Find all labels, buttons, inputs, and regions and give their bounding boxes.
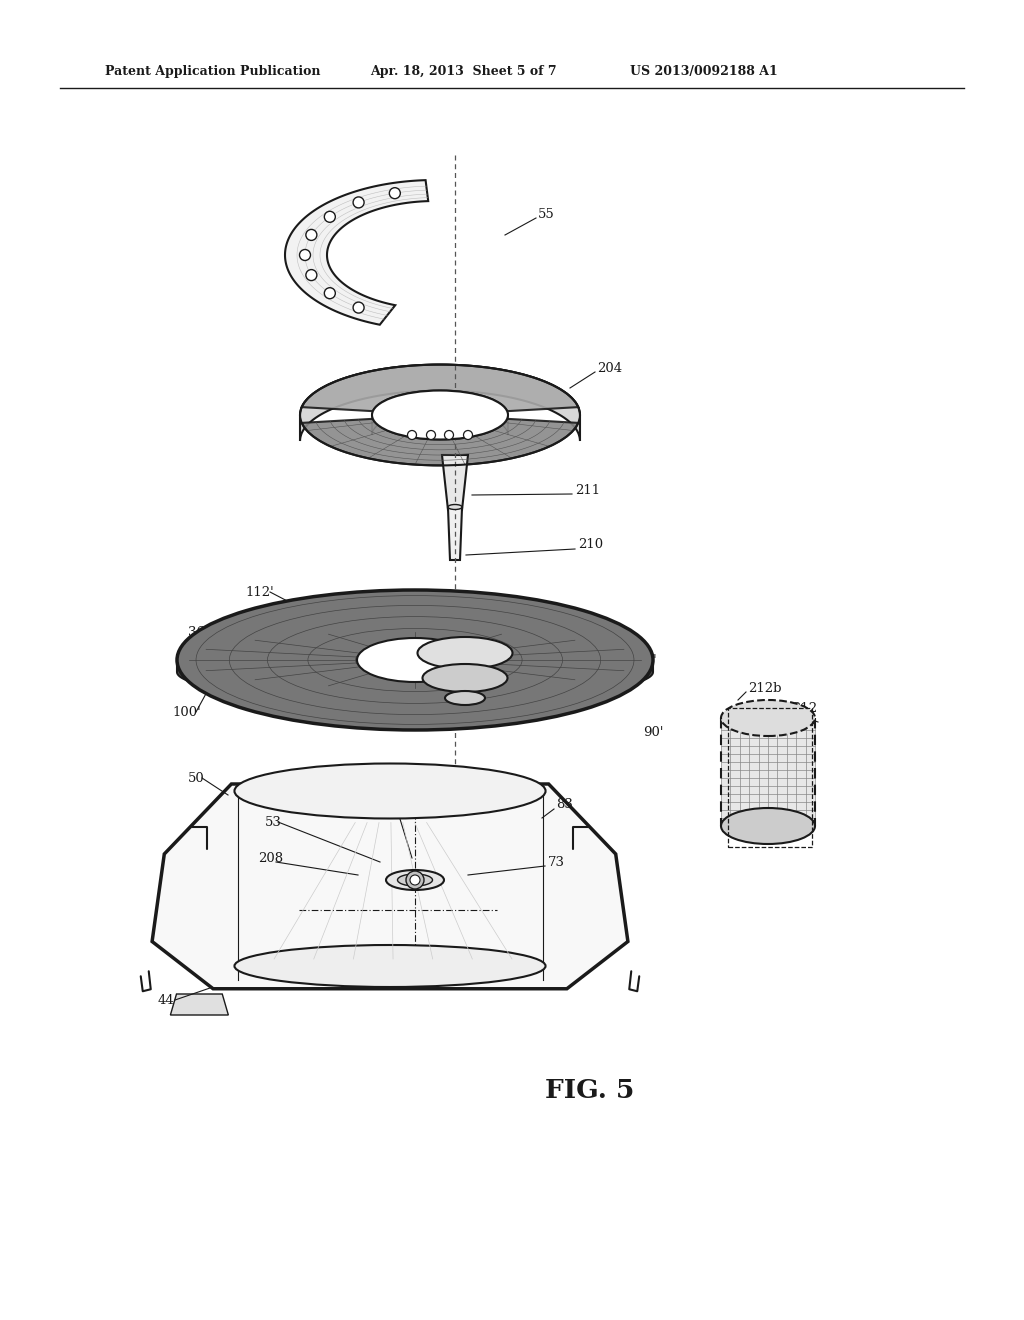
Text: 50: 50 <box>188 771 205 784</box>
Circle shape <box>299 249 310 260</box>
Ellipse shape <box>721 700 815 737</box>
Circle shape <box>306 230 316 240</box>
Text: US 2013/0092188 A1: US 2013/0092188 A1 <box>630 66 778 78</box>
Text: 112': 112' <box>245 586 273 598</box>
Text: 90': 90' <box>643 726 664 738</box>
Polygon shape <box>418 653 512 678</box>
Text: 206: 206 <box>385 796 411 808</box>
Text: 53: 53 <box>265 816 282 829</box>
Circle shape <box>408 430 417 440</box>
Text: FIG. 5: FIG. 5 <box>546 1077 635 1102</box>
Ellipse shape <box>234 763 546 818</box>
Circle shape <box>464 430 472 440</box>
Polygon shape <box>170 994 228 1015</box>
Text: Apr. 18, 2013  Sheet 5 of 7: Apr. 18, 2013 Sheet 5 of 7 <box>370 66 557 78</box>
Polygon shape <box>302 418 579 466</box>
Text: 212: 212 <box>792 701 817 714</box>
Text: 83: 83 <box>556 799 572 812</box>
Polygon shape <box>442 455 468 510</box>
Circle shape <box>406 871 424 888</box>
Polygon shape <box>285 180 428 325</box>
Text: 36': 36' <box>188 626 209 639</box>
Ellipse shape <box>418 638 512 669</box>
Polygon shape <box>153 784 628 989</box>
Text: Patent Application Publication: Patent Application Publication <box>105 66 321 78</box>
Text: 73: 73 <box>548 855 565 869</box>
Circle shape <box>410 875 420 884</box>
Circle shape <box>353 197 365 209</box>
Text: 210: 210 <box>578 539 603 552</box>
Ellipse shape <box>423 664 508 692</box>
Polygon shape <box>302 364 579 411</box>
Text: 100': 100' <box>172 705 201 718</box>
Text: 212a: 212a <box>736 816 769 829</box>
Text: 44: 44 <box>158 994 175 1006</box>
Text: 208: 208 <box>258 851 283 865</box>
Ellipse shape <box>449 504 462 510</box>
Ellipse shape <box>397 874 432 886</box>
Polygon shape <box>721 718 815 826</box>
Circle shape <box>444 430 454 440</box>
Ellipse shape <box>721 808 815 843</box>
Circle shape <box>325 211 335 222</box>
Text: 204: 204 <box>597 362 623 375</box>
Polygon shape <box>445 676 485 698</box>
Ellipse shape <box>234 945 546 987</box>
Text: 212b: 212b <box>748 681 781 694</box>
Text: 68: 68 <box>508 788 525 801</box>
Text: 211: 211 <box>575 483 600 496</box>
Ellipse shape <box>177 590 653 730</box>
Ellipse shape <box>372 391 508 440</box>
Text: 55: 55 <box>538 209 555 222</box>
Circle shape <box>325 288 335 298</box>
Circle shape <box>427 430 435 440</box>
Text: 105': 105' <box>628 653 656 667</box>
Circle shape <box>389 187 400 199</box>
Circle shape <box>353 302 365 313</box>
Polygon shape <box>177 660 653 701</box>
Polygon shape <box>300 364 580 441</box>
Ellipse shape <box>445 690 485 705</box>
Polygon shape <box>449 508 462 560</box>
Ellipse shape <box>357 638 473 682</box>
Polygon shape <box>372 391 508 436</box>
Circle shape <box>306 269 316 281</box>
Ellipse shape <box>386 870 444 890</box>
